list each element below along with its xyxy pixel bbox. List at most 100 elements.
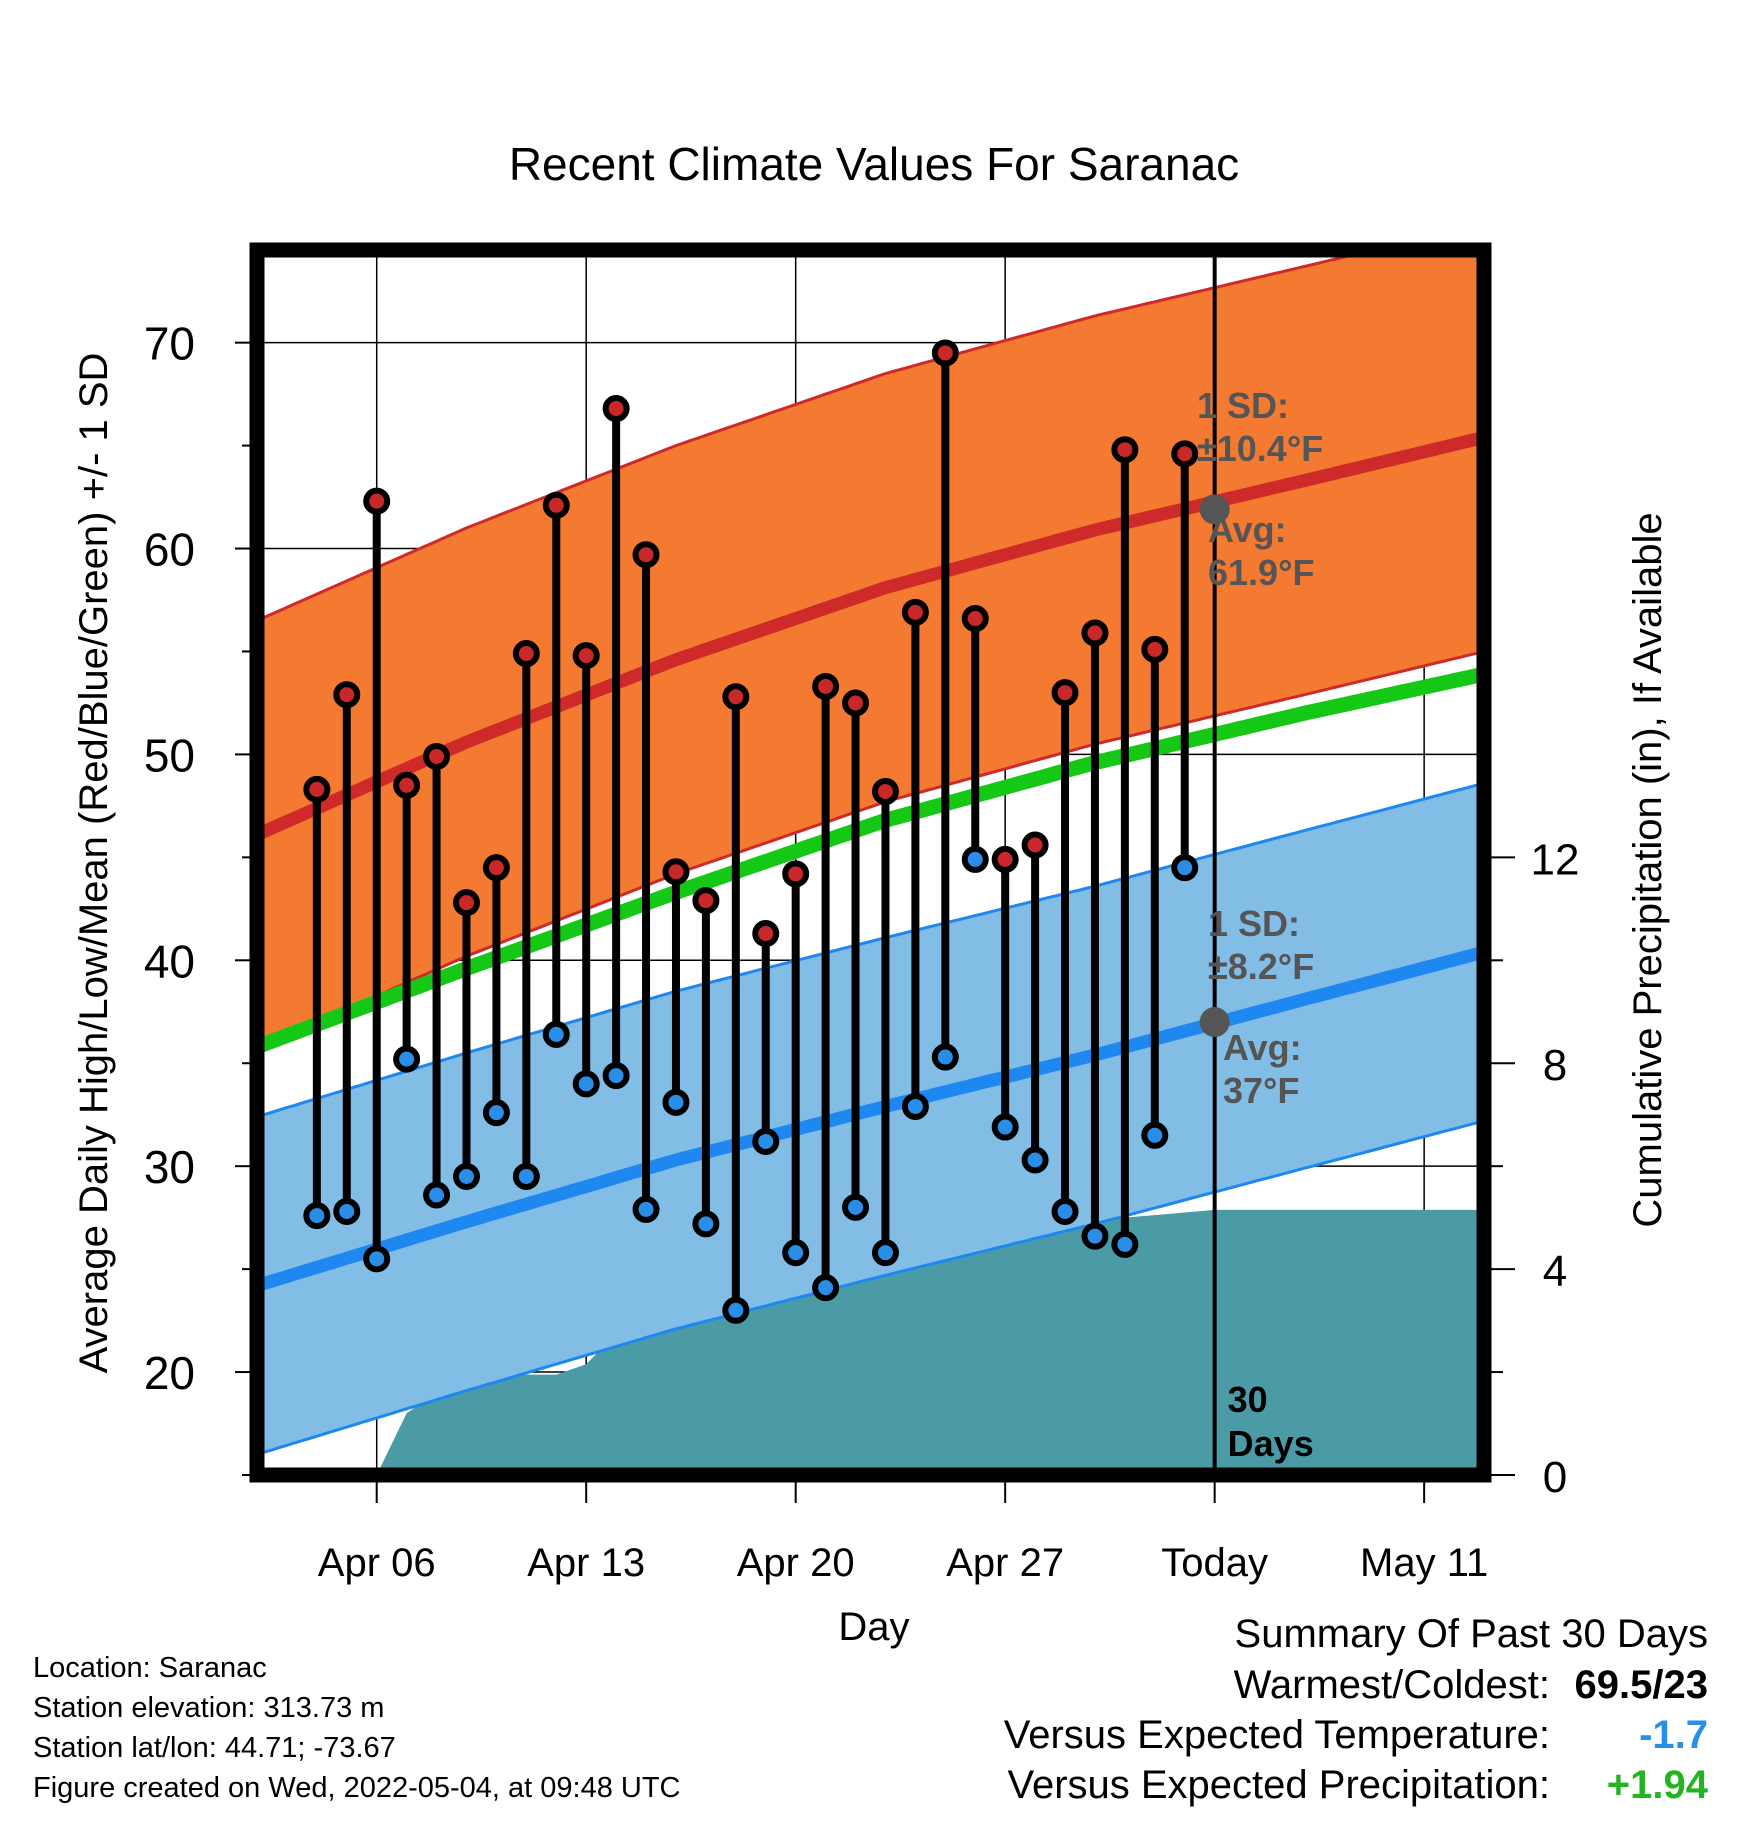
precip-value: +1.94: [1606, 1763, 1708, 1807]
axis-labels: Day Average Daily High/Low/Mean (Red/Blue…: [72, 353, 1670, 1649]
y-axis-label: Average Daily High/Low/Mean (Red/Blue/Gr…: [72, 353, 116, 1374]
axis-ticks: 20 30 40 50 60 70 0 4 8 12 Apr 06 Apr 13 Apr 20 Apr 2…: [144, 318, 1580, 1585]
y-tick-label: 70: [144, 318, 195, 370]
high-sd-label-1: 1 SD:: [1197, 385, 1289, 426]
high-point: [602, 395, 630, 423]
low-point: [423, 1181, 451, 1209]
low-point: [363, 1245, 391, 1273]
y2-tick-label: 8: [1543, 1041, 1567, 1090]
low-point: [452, 1162, 480, 1190]
x-tick-label: Today: [1161, 1541, 1268, 1585]
low-point: [991, 1113, 1019, 1141]
high-sd-label-2: ±10.4°F: [1197, 428, 1323, 469]
high-point: [1051, 679, 1079, 707]
high-point: [991, 845, 1019, 873]
temp-value: -1.7: [1639, 1713, 1708, 1757]
low-band-edge-upper: [257, 781, 1484, 1119]
daily-range-stems: [312, 348, 1189, 1315]
low-point: [512, 1162, 540, 1190]
daily-points: [303, 339, 1199, 1324]
y-tick-label: 30: [144, 1141, 195, 1193]
low-point: [901, 1092, 929, 1120]
low-sd-band: [257, 783, 1484, 1455]
high-point: [393, 771, 421, 799]
high-point: [512, 640, 540, 668]
low-avg-label-2: 37°F: [1223, 1070, 1299, 1111]
high-point: [1171, 440, 1199, 468]
y2-axis-label: Cumulative Precipitation (in), If Availa…: [1626, 512, 1670, 1227]
summary-panel: Summary Of Past 30 Days Warmest/Coldest:…: [948, 1608, 1708, 1810]
high-normal-line: [257, 431, 1484, 841]
high-point: [363, 487, 391, 515]
y-tick-label: 40: [144, 935, 195, 987]
high-point: [871, 777, 899, 805]
low-avg-today-dot: [1199, 1007, 1230, 1038]
low-normal-line: [257, 945, 1484, 1292]
high-point: [632, 541, 660, 569]
x-tick-label: May 11: [1360, 1541, 1488, 1585]
low-point: [632, 1195, 660, 1223]
mean-normal-line: [257, 666, 1484, 1054]
summary-row-warmest: Warmest/Coldest: 69.5/23: [948, 1660, 1708, 1710]
high-point: [722, 683, 750, 711]
station-info: Location: Saranac Station elevation: 313…: [33, 1648, 681, 1808]
low-point: [333, 1197, 361, 1225]
low-point: [692, 1210, 720, 1238]
summary-title: Summary Of Past 30 Days: [1234, 1612, 1708, 1656]
low-point: [961, 845, 989, 873]
created-text: Figure created on Wed, 2022-05-04, at 09…: [33, 1772, 681, 1804]
high-point: [961, 605, 989, 633]
low-point: [1051, 1197, 1079, 1225]
y-tick-label: 50: [144, 729, 195, 781]
elevation-text: Station elevation: 313.73 m: [33, 1692, 385, 1724]
low-point: [812, 1274, 840, 1302]
x-tick-label: Apr 20: [737, 1541, 855, 1585]
high-point: [662, 858, 690, 886]
low-point: [871, 1239, 899, 1267]
low-sd-label-2: ±8.2°F: [1208, 946, 1314, 987]
high-point: [901, 598, 929, 626]
plot-frame: [249, 242, 1492, 1483]
y2-tick-label: 0: [1543, 1453, 1567, 1502]
plot-border: [249, 242, 1492, 1483]
high-point: [782, 860, 810, 888]
high-point: [423, 742, 451, 770]
high-avg-label-1: Avg:: [1208, 509, 1287, 550]
high-point: [452, 889, 480, 917]
low-point: [782, 1239, 810, 1267]
low-sd-label-1: 1 SD:: [1208, 903, 1300, 944]
y2-tick-label: 12: [1531, 835, 1580, 884]
high-point: [1141, 635, 1169, 663]
low-band-edge-lower: [257, 1119, 1484, 1456]
y2-tick-label: 4: [1543, 1247, 1567, 1296]
today-days-label-1: 30: [1228, 1379, 1268, 1420]
x-tick-label: Apr 13: [527, 1541, 645, 1585]
high-avg-today-dot: [1199, 494, 1230, 525]
location-text: Location: Saranac: [33, 1652, 267, 1684]
normal-lines: [257, 250, 1484, 1456]
low-point: [1081, 1222, 1109, 1250]
high-point: [692, 887, 720, 915]
chart-title: Recent Climate Values For Saranac: [509, 138, 1239, 190]
low-point: [393, 1045, 421, 1073]
low-point: [722, 1296, 750, 1324]
low-point: [1141, 1121, 1169, 1149]
low-point: [1021, 1146, 1049, 1174]
low-point: [931, 1043, 959, 1071]
x-tick-label: Apr 06: [318, 1541, 436, 1585]
high-point: [572, 642, 600, 670]
summary-row-precip: Versus Expected Precipitation: +1.94: [948, 1760, 1708, 1810]
low-avg-label-1: Avg:: [1223, 1027, 1302, 1068]
high-point: [812, 672, 840, 700]
low-point: [602, 1062, 630, 1090]
y-tick-label: 20: [144, 1347, 195, 1399]
low-point: [662, 1088, 690, 1116]
high-band-edge-upper: [257, 250, 1380, 622]
low-point: [842, 1193, 870, 1221]
high-point: [303, 775, 331, 803]
high-point: [482, 854, 510, 882]
warmest-value: 69.5/23: [1574, 1663, 1708, 1707]
